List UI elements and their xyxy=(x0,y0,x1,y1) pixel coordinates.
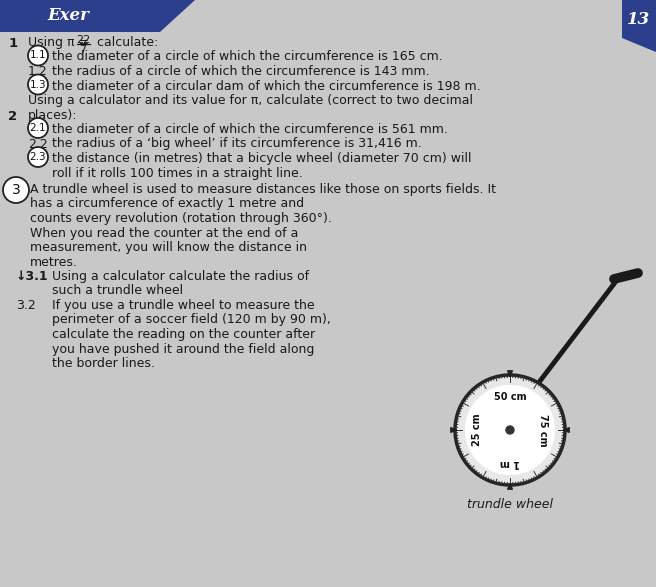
Text: 7: 7 xyxy=(79,45,87,55)
Text: metres.: metres. xyxy=(30,255,78,268)
Text: counts every revolution (rotation through 360°).: counts every revolution (rotation throug… xyxy=(30,212,332,225)
Text: 1.2: 1.2 xyxy=(28,65,48,78)
Text: 1 m: 1 m xyxy=(500,458,520,468)
Circle shape xyxy=(465,385,555,475)
Text: trundle wheel: trundle wheel xyxy=(467,498,553,511)
Text: has a circumference of exactly 1 metre and: has a circumference of exactly 1 metre a… xyxy=(30,197,304,211)
Text: the diameter of a circle of which the circumference is 165 cm.: the diameter of a circle of which the ci… xyxy=(52,50,443,63)
Text: 75 cm: 75 cm xyxy=(538,414,548,446)
Circle shape xyxy=(506,426,514,434)
Text: calculate:: calculate: xyxy=(93,36,158,49)
Circle shape xyxy=(28,147,48,167)
Text: 25 cm: 25 cm xyxy=(472,414,482,446)
Text: Using a calculator calculate the radius of: Using a calculator calculate the radius … xyxy=(52,270,309,283)
Text: the radius of a circle of which the circumference is 143 mm.: the radius of a circle of which the circ… xyxy=(52,65,430,78)
Text: 2.3: 2.3 xyxy=(30,152,47,162)
Text: 3: 3 xyxy=(12,183,20,197)
Text: Using π =: Using π = xyxy=(28,36,93,49)
Text: 13: 13 xyxy=(627,12,651,29)
Text: the border lines.: the border lines. xyxy=(52,357,155,370)
Circle shape xyxy=(455,375,565,485)
Text: measurement, you will know the distance in: measurement, you will know the distance … xyxy=(30,241,307,254)
Text: 3.2: 3.2 xyxy=(16,299,35,312)
Text: Exer: Exer xyxy=(47,8,89,25)
Text: perimeter of a soccer field (120 m by 90 m),: perimeter of a soccer field (120 m by 90… xyxy=(52,313,331,326)
Text: 1.1: 1.1 xyxy=(30,50,47,60)
Text: roll if it rolls 100 times in a straight line.: roll if it rolls 100 times in a straight… xyxy=(52,167,303,180)
Circle shape xyxy=(3,177,29,203)
Text: When you read the counter at the end of a: When you read the counter at the end of … xyxy=(30,227,298,239)
Text: ↓3.1: ↓3.1 xyxy=(16,270,49,283)
Text: the diameter of a circle of which the circumference is 561 mm.: the diameter of a circle of which the ci… xyxy=(52,123,448,136)
Text: the radius of a ‘big wheel’ if its circumference is 31,416 m.: the radius of a ‘big wheel’ if its circu… xyxy=(52,137,422,150)
Text: Using a calculator and its value for π, calculate (correct to two decimal: Using a calculator and its value for π, … xyxy=(28,94,473,107)
Text: the distance (in metres) that a bicycle wheel (diameter 70 cm) will: the distance (in metres) that a bicycle … xyxy=(52,152,472,165)
Text: 2.1: 2.1 xyxy=(30,123,47,133)
Circle shape xyxy=(28,75,48,95)
Polygon shape xyxy=(622,0,656,52)
Text: 1: 1 xyxy=(9,37,18,50)
Text: 1.3: 1.3 xyxy=(30,79,47,89)
Polygon shape xyxy=(0,0,195,32)
Circle shape xyxy=(28,118,48,138)
Text: the diameter of a circular dam of which the circumference is 198 m.: the diameter of a circular dam of which … xyxy=(52,79,481,93)
Text: such a trundle wheel: such a trundle wheel xyxy=(52,285,183,298)
Text: you have pushed it around the field along: you have pushed it around the field alon… xyxy=(52,342,314,356)
Text: 2.2: 2.2 xyxy=(28,137,48,150)
Text: 22: 22 xyxy=(76,35,90,45)
Text: A trundle wheel is used to measure distances like those on sports fields. It: A trundle wheel is used to measure dista… xyxy=(30,183,496,196)
Circle shape xyxy=(28,46,48,66)
Text: 2: 2 xyxy=(9,110,18,123)
Text: places):: places): xyxy=(28,109,77,122)
Text: If you use a trundle wheel to measure the: If you use a trundle wheel to measure th… xyxy=(52,299,315,312)
Text: calculate the reading on the counter after: calculate the reading on the counter aft… xyxy=(52,328,315,341)
Text: 50 cm: 50 cm xyxy=(494,392,526,402)
